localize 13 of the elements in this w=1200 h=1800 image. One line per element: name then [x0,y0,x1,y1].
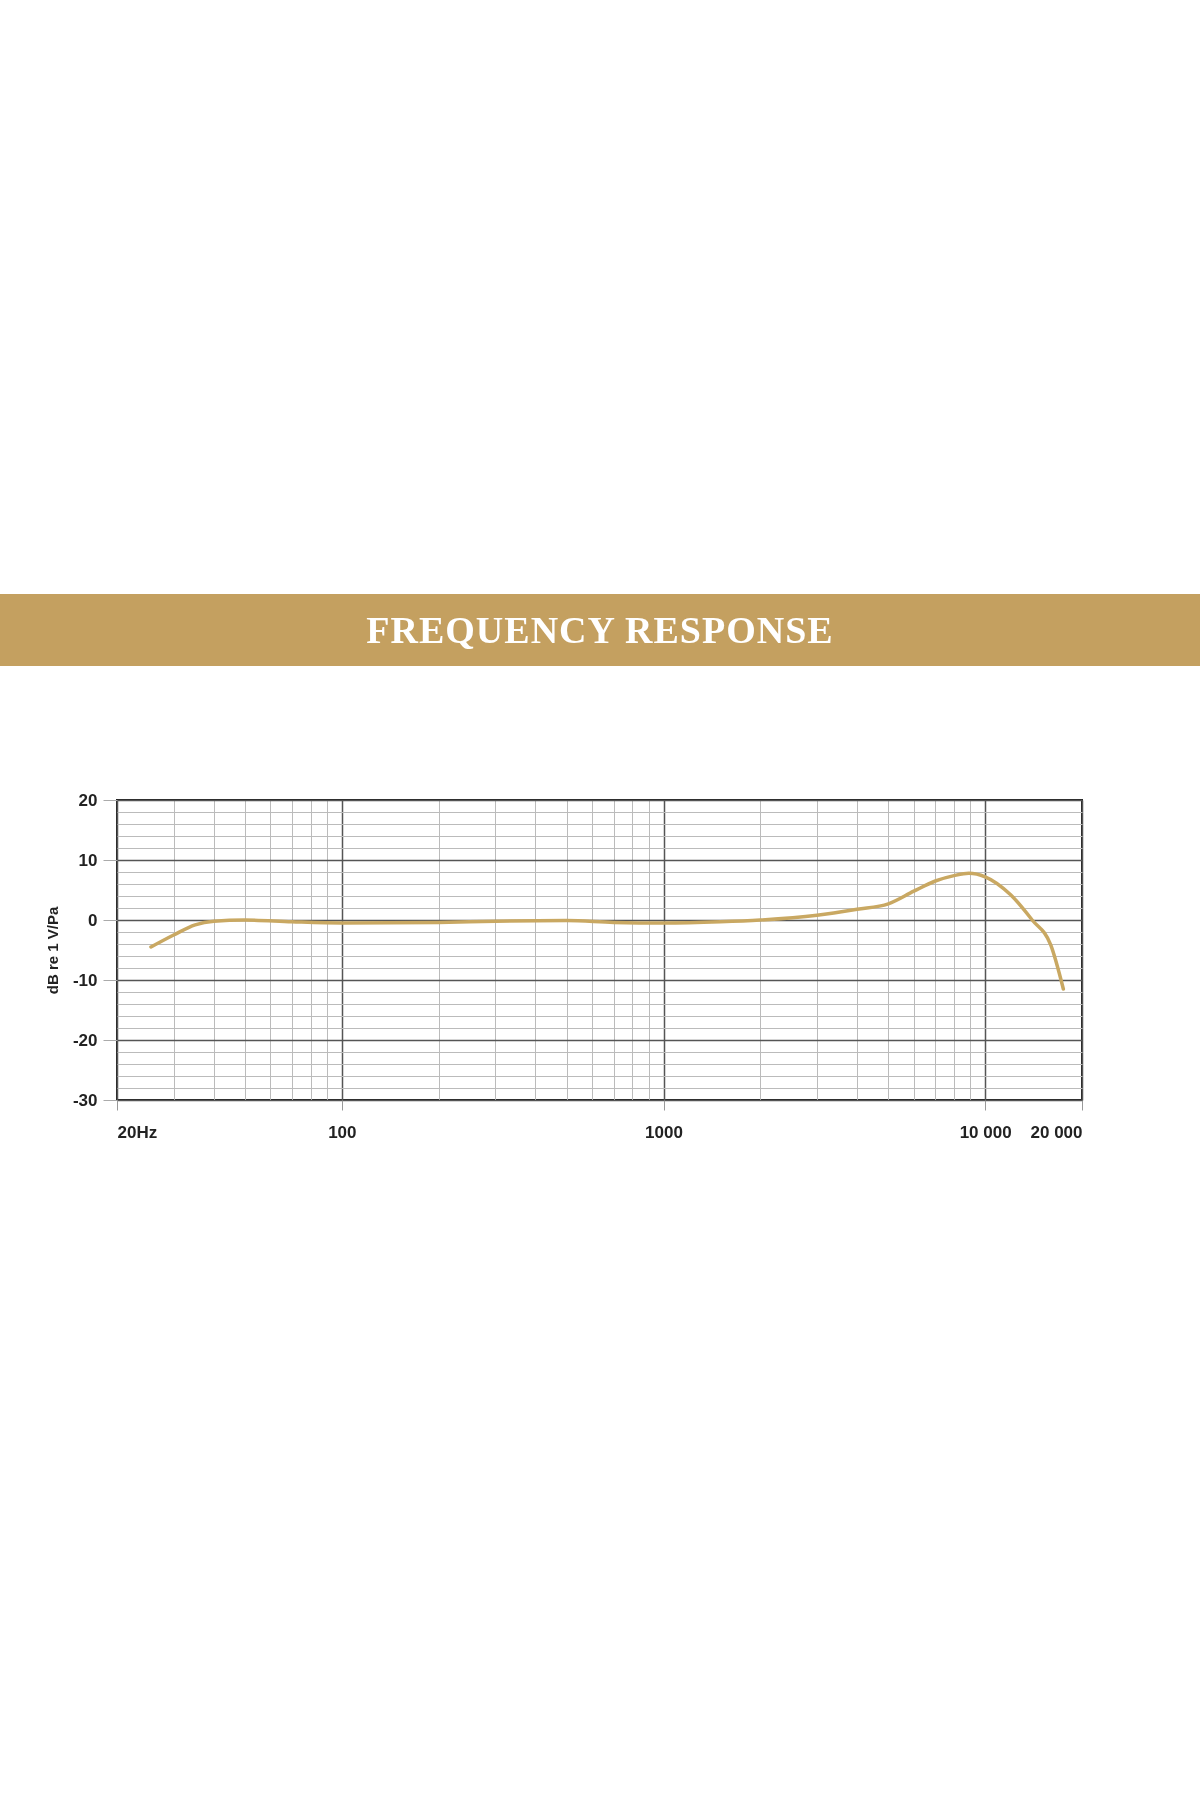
x-tick-label: 20 000 [1030,1122,1083,1142]
x-tick-label: 1000 [645,1122,683,1142]
y-tick-label: -10 [72,970,98,990]
y-tick-label: -20 [72,1030,98,1050]
x-tick-label: 10 000 [959,1122,1012,1142]
x-tick-label: 20Hz [117,1122,158,1142]
chart-title: FREQUENCY RESPONSE [0,594,1200,666]
y-tick-label: -30 [72,1090,98,1110]
y-axis-title: dB re 1 V/Pa [43,906,61,995]
y-tick-label: 20 [78,790,98,810]
x-tick-label: 100 [328,1122,357,1142]
y-tick-label: 0 [88,910,98,930]
y-tick-label: 10 [78,850,98,870]
